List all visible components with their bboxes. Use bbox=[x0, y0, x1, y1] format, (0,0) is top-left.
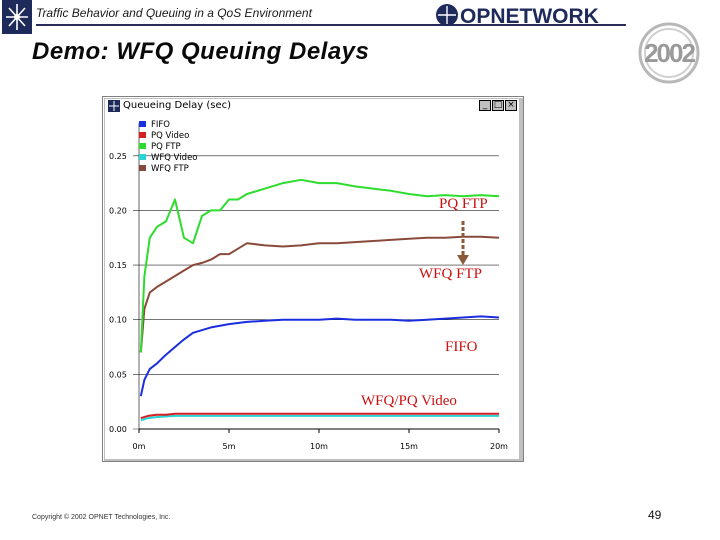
page-number: 49 bbox=[648, 508, 662, 522]
header-subtitle: Traffic Behavior and Queuing in a QoS En… bbox=[36, 6, 312, 20]
series-line-wfq-ftp bbox=[139, 235, 500, 353]
x-tick-label: 10m bbox=[310, 442, 328, 451]
annotation-label: WFQ/PQ Video bbox=[361, 393, 457, 409]
opnetwork-logo: OPNETWORK bbox=[436, 4, 599, 28]
legend-swatch bbox=[139, 143, 146, 149]
series-line-wfq-video bbox=[140, 414, 499, 422]
series-line-pq-video bbox=[140, 412, 499, 420]
year-badge: 2002 bbox=[638, 22, 700, 84]
window-titlebar[interactable]: Queueing Delay (sec) _ □ × bbox=[105, 99, 519, 113]
y-tick-label: 0.05 bbox=[109, 370, 127, 379]
legend-swatch bbox=[139, 121, 146, 127]
x-tick-label: 20m bbox=[490, 442, 508, 451]
y-tick-label: 0.25 bbox=[109, 152, 127, 161]
slide-title: Demo: WFQ Queuing Delays bbox=[32, 38, 370, 65]
series-line-pq-ftp bbox=[139, 178, 500, 353]
close-button[interactable]: × bbox=[505, 100, 517, 111]
window-title: Queueing Delay (sec) bbox=[123, 100, 232, 111]
legend-swatch bbox=[139, 132, 146, 138]
annotation-label: WFQ FTP bbox=[419, 266, 482, 282]
legend-label: PQ Video bbox=[151, 131, 189, 141]
legend-label: FIFO bbox=[151, 120, 170, 130]
x-tick-label: 15m bbox=[400, 442, 418, 451]
series-line-fifo bbox=[139, 315, 500, 397]
x-tick-label: 0m bbox=[133, 442, 146, 451]
graph-window[interactable]: Queueing Delay (sec) _ □ × 0.00 0.05 0.10 0… bbox=[102, 96, 524, 462]
header-divider bbox=[36, 24, 626, 26]
y-tick-label: 0.15 bbox=[109, 261, 127, 270]
annotation-label: FIFO bbox=[445, 339, 478, 355]
axis-layer: 0.00 0.05 0.10 0.15 0.20 0.25 0m 5m 10m 15m 20m bbox=[109, 123, 508, 451]
graph-app-icon bbox=[108, 100, 120, 112]
y-tick-label: 0.00 bbox=[109, 425, 127, 434]
legend-label: WFQ Video bbox=[151, 153, 198, 163]
y-tick-label: 0.10 bbox=[109, 316, 127, 325]
legend-label: WFQ FTP bbox=[151, 164, 189, 174]
queuing-delay-chart: 0.00 0.05 0.10 0.15 0.20 0.25 0m 5m 10m 15m 20m FI… bbox=[105, 113, 519, 459]
opnet-star-icon bbox=[2, 0, 32, 34]
x-tick-label: 5m bbox=[223, 442, 236, 451]
copyright-text: Copyright © 2002 OPNET Technologies, Inc… bbox=[32, 514, 171, 521]
annotation-layer: PQ FTP WFQ FTP FIFO WFQ/PQ Video bbox=[361, 196, 488, 409]
minimize-button[interactable]: _ bbox=[479, 100, 491, 111]
header-bar: Traffic Behavior and Queuing in a QoS En… bbox=[0, 0, 720, 36]
annotation-label: PQ FTP bbox=[439, 196, 488, 212]
maximize-button[interactable]: □ bbox=[492, 100, 504, 111]
series-layer bbox=[139, 178, 500, 422]
badge-year-text: 2002 bbox=[644, 38, 695, 68]
y-tick-label: 0.20 bbox=[109, 206, 127, 215]
legend-label: PQ FTP bbox=[151, 142, 181, 152]
brand-wordmark: OPNETWORK bbox=[460, 5, 599, 28]
legend-swatch bbox=[139, 154, 146, 160]
legend-swatch bbox=[139, 165, 146, 171]
delay-gap-arrow-head bbox=[457, 255, 469, 265]
